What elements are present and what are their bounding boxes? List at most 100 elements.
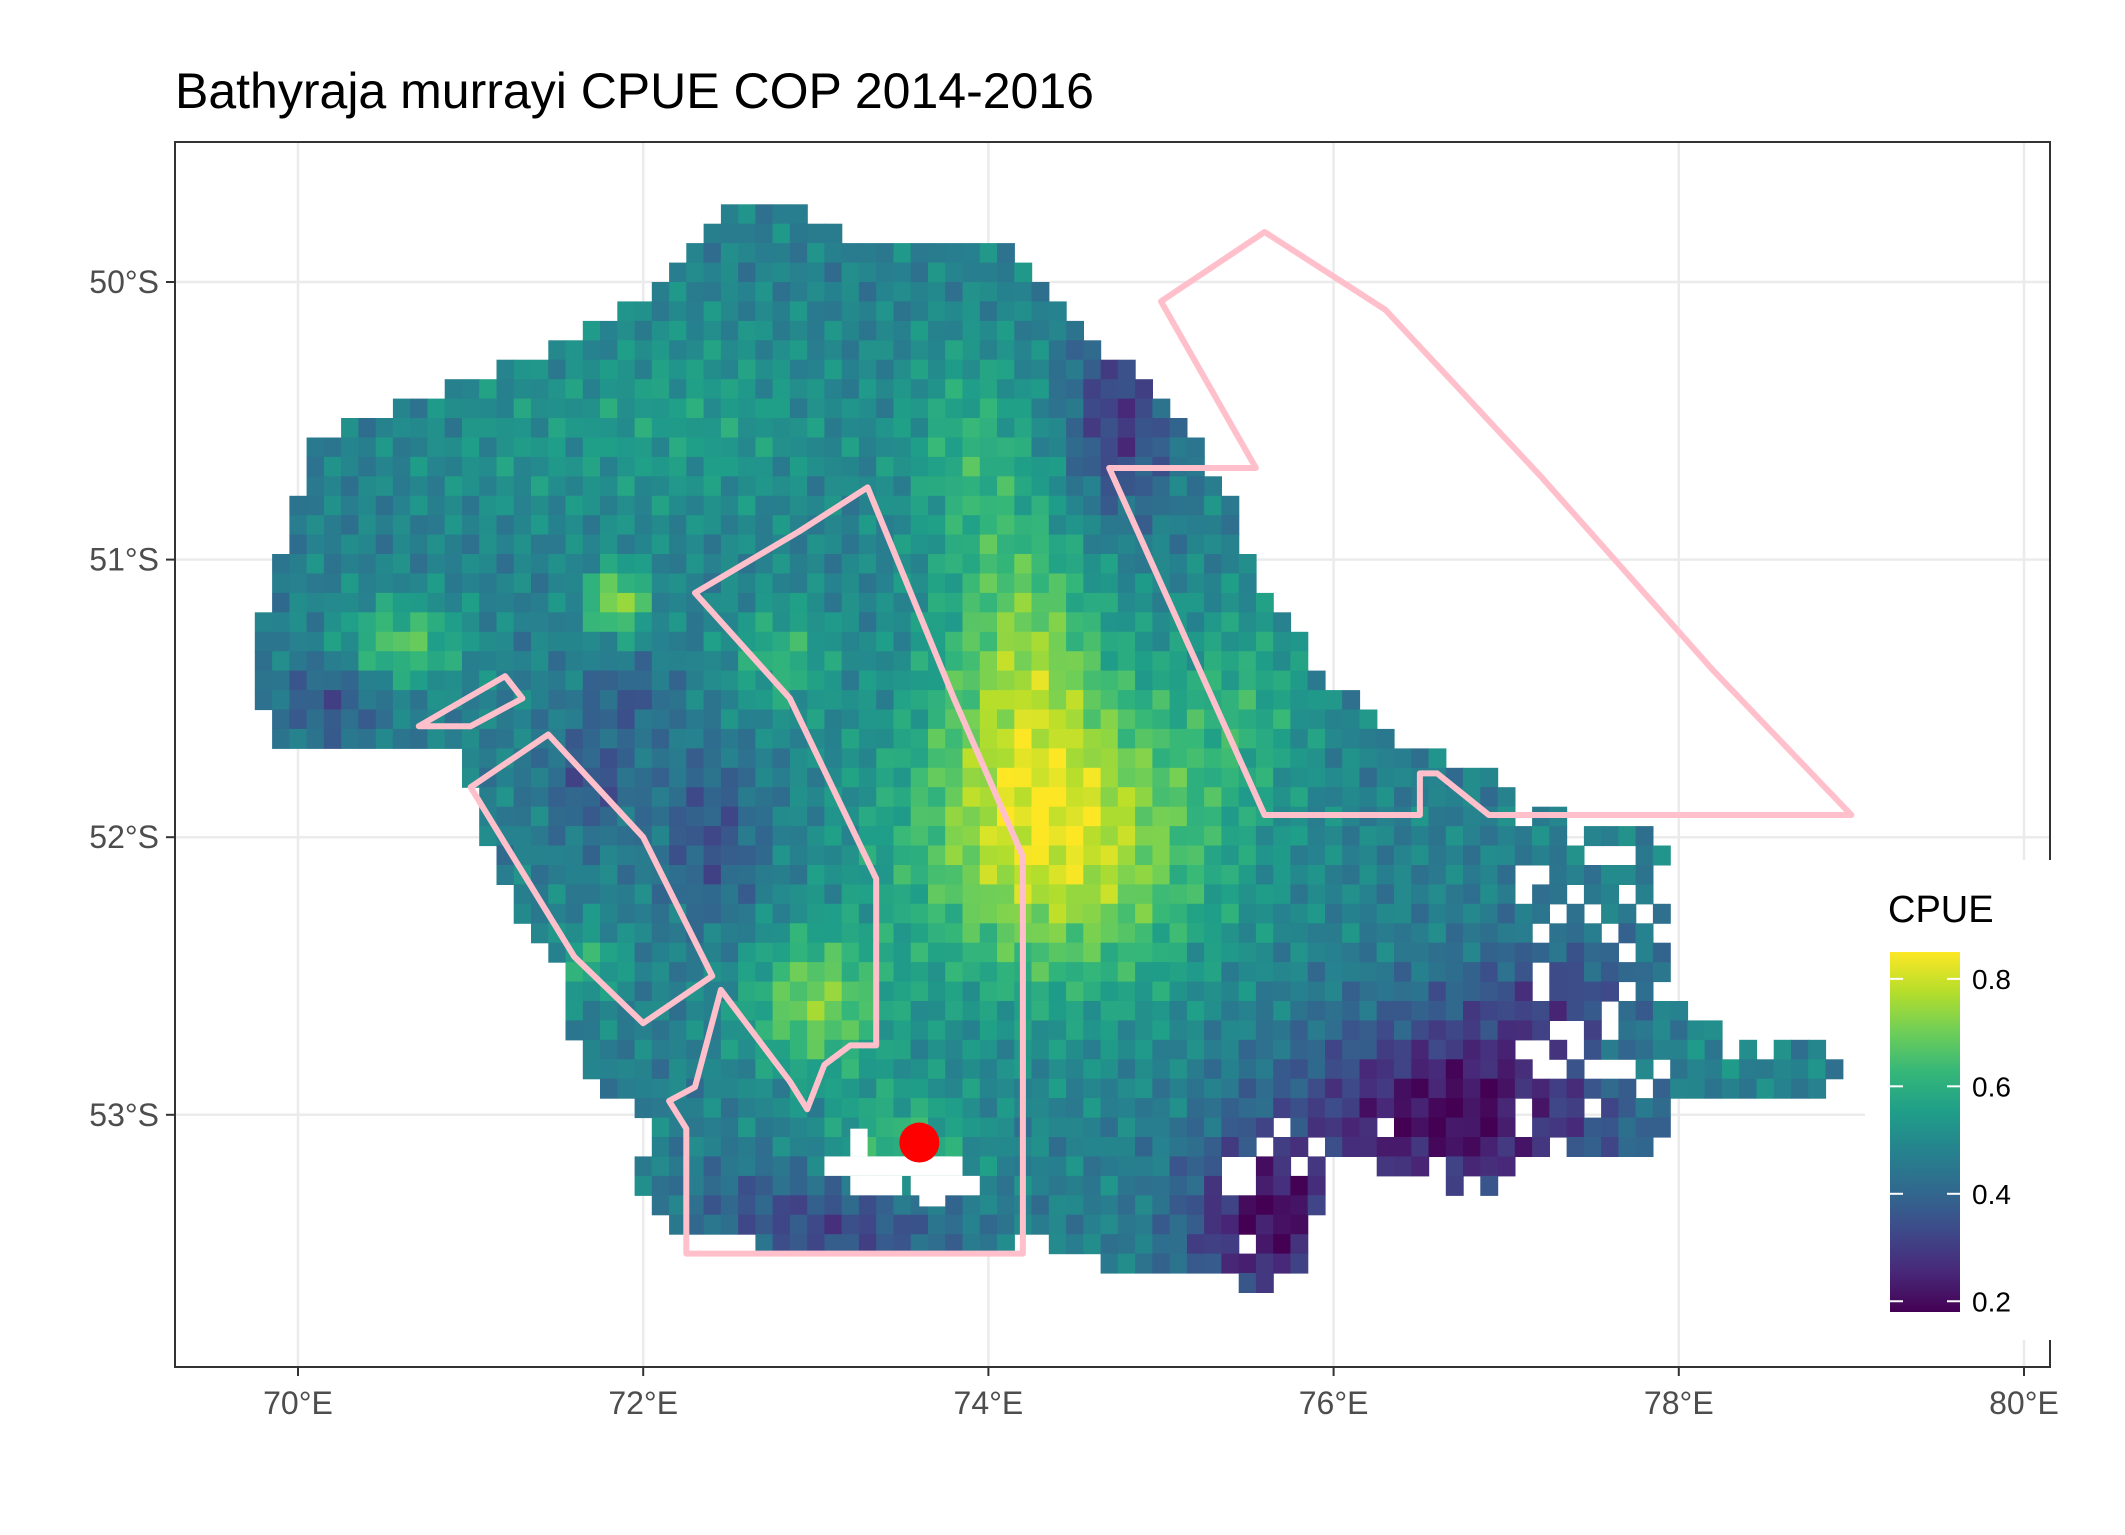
heatmap-cell bbox=[392, 709, 411, 730]
heatmap-cell bbox=[703, 1195, 722, 1216]
heatmap-cell bbox=[1066, 1117, 1084, 1138]
heatmap-cell bbox=[1169, 1039, 1188, 1060]
heatmap-cell bbox=[979, 845, 998, 866]
heatmap-cell bbox=[392, 554, 411, 574]
heatmap-cell bbox=[1186, 787, 1205, 808]
heatmap-cell bbox=[997, 962, 1015, 983]
heatmap-cell bbox=[1273, 670, 1292, 691]
heatmap-cell bbox=[1204, 806, 1222, 827]
heatmap-cell bbox=[1445, 1001, 1464, 1021]
heatmap-cell bbox=[1117, 1253, 1136, 1274]
heatmap-cell bbox=[755, 437, 774, 458]
heatmap-cell bbox=[669, 1156, 687, 1177]
heatmap-cell bbox=[1273, 884, 1292, 905]
heatmap-cell bbox=[1066, 1039, 1084, 1060]
heatmap-cell bbox=[1290, 767, 1309, 788]
heatmap-cell bbox=[997, 456, 1015, 477]
heatmap-cell bbox=[997, 476, 1015, 497]
heatmap-cell bbox=[686, 1117, 705, 1138]
heatmap-cell bbox=[1048, 515, 1067, 536]
heatmap-cell bbox=[962, 1137, 981, 1157]
heatmap-cell bbox=[1342, 690, 1361, 711]
heatmap-cell bbox=[565, 690, 584, 711]
heatmap-cell bbox=[444, 670, 463, 691]
heatmap-cell bbox=[1083, 437, 1102, 458]
heatmap-cell bbox=[893, 884, 912, 905]
heatmap-cell bbox=[513, 787, 532, 808]
heatmap-cell bbox=[1100, 806, 1119, 827]
heatmap-cell bbox=[582, 437, 601, 458]
heatmap-cell bbox=[910, 534, 929, 555]
heatmap-cell bbox=[1204, 845, 1222, 866]
heatmap-cell bbox=[979, 1195, 998, 1216]
heatmap-cell bbox=[1135, 1253, 1153, 1274]
heatmap-cell bbox=[617, 962, 636, 983]
heatmap-cell bbox=[1739, 1039, 1758, 1060]
heatmap-cell bbox=[1221, 845, 1240, 866]
heatmap-cell bbox=[634, 981, 653, 1002]
heatmap-cell bbox=[738, 418, 756, 438]
heatmap-cell bbox=[634, 534, 653, 555]
heatmap-cell bbox=[1152, 845, 1171, 866]
heatmap-cell bbox=[738, 243, 756, 264]
x-tick-label: 80°E bbox=[1989, 1385, 2059, 1421]
heatmap-cell bbox=[703, 631, 722, 652]
heatmap-cell bbox=[1186, 865, 1205, 885]
heatmap-cell bbox=[1152, 865, 1171, 885]
heatmap-cell bbox=[410, 437, 429, 458]
heatmap-cell bbox=[962, 379, 981, 400]
masked-gap bbox=[910, 1175, 980, 1196]
heatmap-cell bbox=[979, 962, 998, 983]
heatmap-cell bbox=[824, 1234, 843, 1255]
heatmap-cell bbox=[358, 631, 377, 652]
heatmap-cell bbox=[755, 748, 774, 769]
heatmap-cell bbox=[1066, 631, 1084, 652]
heatmap-cell bbox=[738, 1137, 756, 1157]
heatmap-cell bbox=[1273, 631, 1292, 652]
heatmap-cell bbox=[1204, 1234, 1222, 1255]
heatmap-cell bbox=[720, 1059, 739, 1080]
heatmap-cell bbox=[582, 398, 601, 419]
heatmap-cell bbox=[600, 651, 618, 672]
heatmap-cell bbox=[945, 515, 964, 536]
heatmap-cell bbox=[738, 767, 756, 788]
heatmap-cell bbox=[893, 379, 912, 400]
heatmap-cell bbox=[1238, 554, 1257, 574]
heatmap-cell bbox=[962, 340, 981, 361]
heatmap-cell bbox=[1066, 1001, 1084, 1021]
heatmap-cell bbox=[582, 573, 601, 594]
heatmap-cell bbox=[945, 942, 964, 963]
heatmap-cell bbox=[1117, 1078, 1136, 1099]
heatmap-cell bbox=[858, 787, 877, 808]
heatmap-cell bbox=[323, 670, 342, 691]
heatmap-cell bbox=[358, 573, 377, 594]
heatmap-cell bbox=[358, 690, 377, 711]
heatmap-cell bbox=[738, 1078, 756, 1099]
heatmap-cell bbox=[1204, 651, 1222, 672]
heatmap-cell bbox=[1169, 1195, 1188, 1216]
heatmap-cell bbox=[789, 398, 808, 419]
heatmap-cell bbox=[738, 437, 756, 458]
heatmap-cell bbox=[979, 243, 998, 264]
heatmap-cell bbox=[893, 981, 912, 1002]
heatmap-cell bbox=[254, 670, 273, 691]
heatmap-cell bbox=[1307, 826, 1326, 847]
heatmap-cell bbox=[1031, 1078, 1050, 1099]
heatmap-cell bbox=[1273, 1156, 1292, 1177]
heatmap-cell bbox=[1066, 534, 1084, 555]
heatmap-cell bbox=[565, 981, 584, 1002]
heatmap-cell bbox=[703, 865, 722, 885]
heatmap-cell bbox=[1135, 592, 1153, 613]
heatmap-cell bbox=[323, 534, 342, 555]
heatmap-cell bbox=[1549, 942, 1568, 963]
heatmap-cell bbox=[703, 923, 722, 944]
heatmap-cell bbox=[910, 340, 929, 361]
heatmap-cell bbox=[1152, 1214, 1171, 1235]
heatmap-cell bbox=[876, 418, 895, 438]
heatmap-cell bbox=[1083, 1059, 1102, 1080]
heatmap-cell bbox=[997, 631, 1015, 652]
heatmap-cell bbox=[1255, 631, 1274, 652]
heatmap-cell bbox=[1255, 748, 1274, 769]
heatmap-cell bbox=[479, 476, 498, 497]
heatmap-cell bbox=[1290, 1078, 1309, 1099]
